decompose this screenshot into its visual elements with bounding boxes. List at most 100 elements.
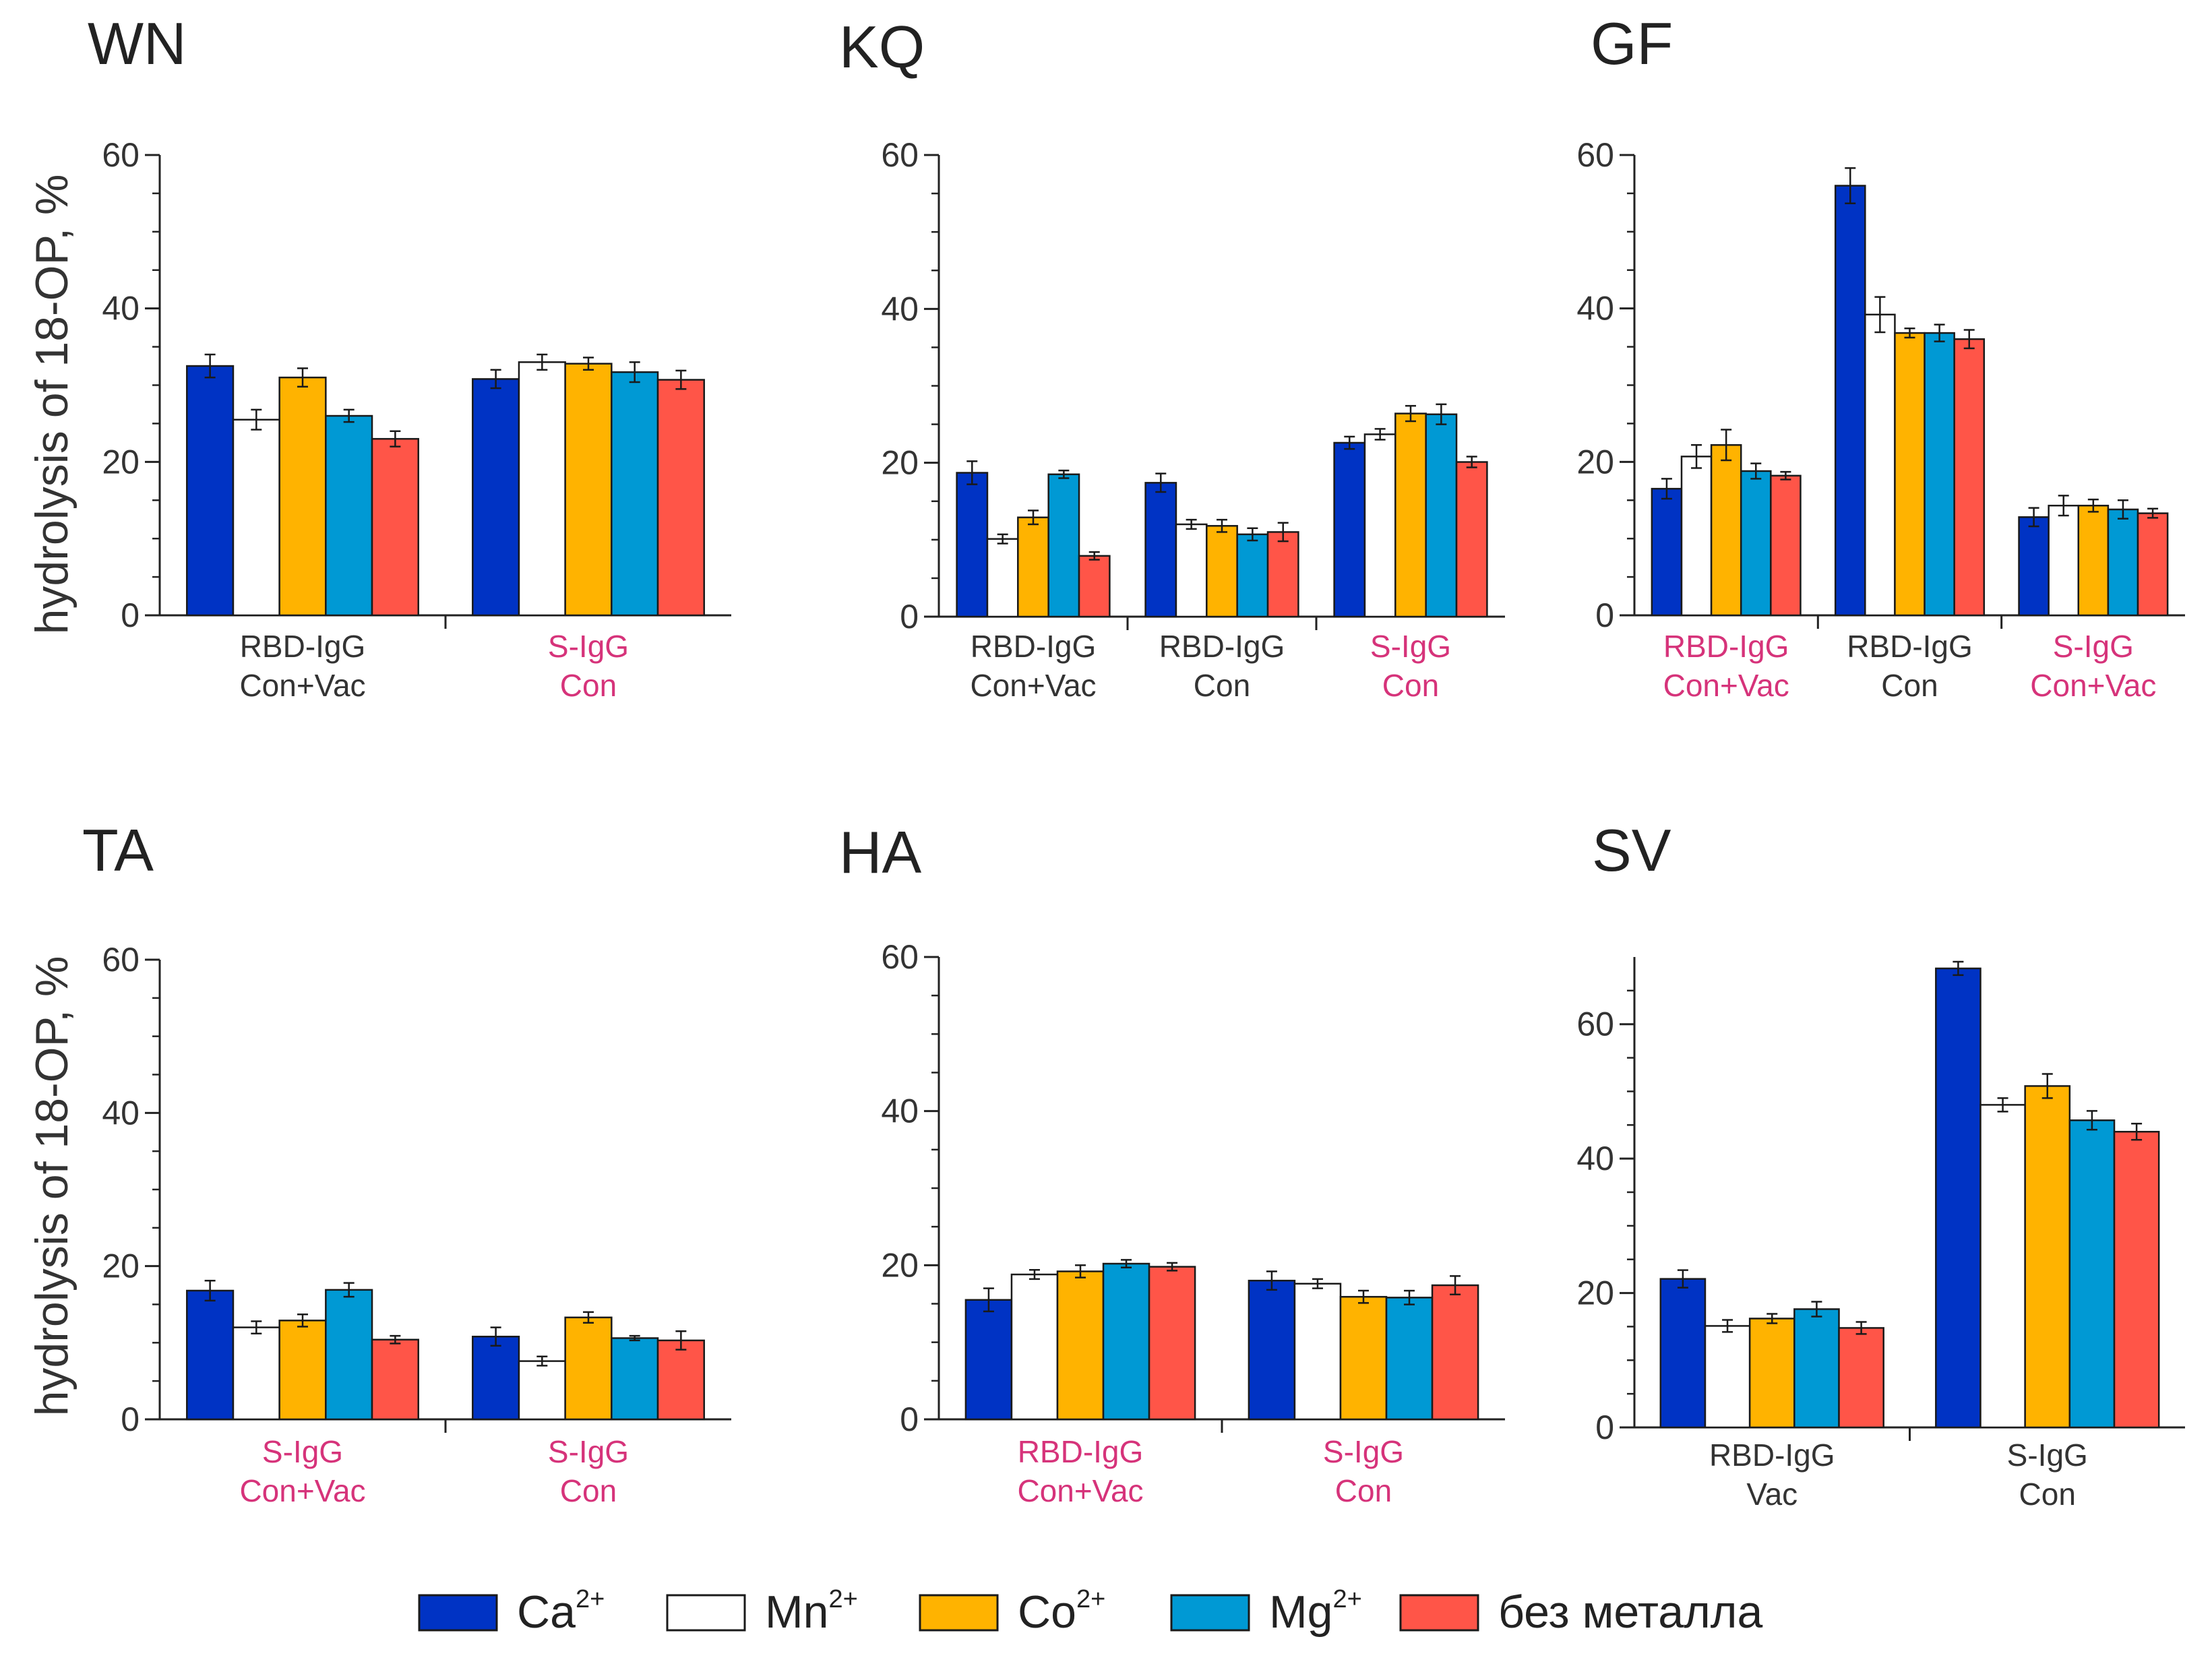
legend-item-mg: Mg2+ <box>1170 1585 1362 1638</box>
legend-label: без металла <box>1498 1586 1762 1638</box>
x-category-label: Con <box>560 668 617 703</box>
y-tick-label: 40 <box>881 290 919 328</box>
bar-none <box>371 1338 419 1421</box>
bar-mn <box>1704 1325 1751 1429</box>
y-tick-label: 20 <box>881 444 919 482</box>
bar-none <box>1266 531 1299 618</box>
panel-title: GF <box>1591 10 1673 77</box>
legend-item-none: без металла <box>1399 1586 1762 1638</box>
panel-ta: TA hydrolysis of 18-OP, % 0 20 40 60 S-IgG Con+… <box>26 817 731 1508</box>
bar-mg <box>1236 533 1269 618</box>
panel-ha: HA 0 20 40 60 RBD-IgG Con+Vac S-IgG Con <box>839 819 1505 1508</box>
x-category-label: S-IgG <box>262 1434 343 1469</box>
bar-mn <box>232 1326 280 1421</box>
y-tick-label: 0 <box>900 598 919 636</box>
x-category-label: RBD-IgG <box>1159 629 1285 664</box>
bar-co <box>564 363 613 617</box>
x-category-label: RBD-IgG <box>1847 629 1973 664</box>
legend-superscript: 2+ <box>576 1585 605 1613</box>
bar-none <box>1838 1327 1884 1429</box>
x-category-label: Con+Vac <box>1663 668 1789 703</box>
panel-title: KQ <box>839 13 925 80</box>
panel-kq: KQ 0 20 40 60 RBD-IgG Con+Vac RBD-IgG Con S-IgG Co… <box>839 13 1505 703</box>
x-category-label: Con <box>560 1473 617 1508</box>
x-category-label: S-IgG <box>1370 629 1451 664</box>
bar-mg <box>1924 332 1955 617</box>
bar-none <box>2137 512 2169 617</box>
bar-co <box>564 1316 613 1421</box>
bar-mn <box>1010 1273 1059 1421</box>
bar-mg <box>325 1289 373 1421</box>
bar-ca <box>1248 1279 1296 1421</box>
bar-none <box>1770 474 1802 617</box>
bar-none <box>1431 1284 1479 1421</box>
y-tick-label: 40 <box>1576 1140 1614 1177</box>
legend-swatch <box>1170 1594 1250 1632</box>
x-category-label: Con+Vac <box>2030 668 2156 703</box>
y-tick-label: 20 <box>102 1247 140 1285</box>
legend-superscript: 2+ <box>1332 1585 1361 1613</box>
x-category-label: S-IgG <box>548 1434 629 1469</box>
bar-mg <box>2068 1119 2116 1429</box>
x-category-label: Con <box>1382 668 1439 703</box>
bar-mg <box>2107 508 2139 617</box>
bar-co <box>1017 516 1049 618</box>
bar-mg <box>1793 1308 1840 1429</box>
x-category-label: S-IgG <box>2053 629 2134 664</box>
y-tick-label: 20 <box>881 1246 919 1284</box>
legend-label: Mg2+ <box>1269 1585 1362 1638</box>
legend-swatch <box>919 1594 999 1632</box>
bar-none <box>1455 461 1488 618</box>
legend-superscript: 2+ <box>828 1585 857 1613</box>
panel-title: HA <box>839 819 922 886</box>
x-category-label: S-IgG <box>548 629 629 664</box>
x-category-label: Vac <box>1746 1477 1798 1512</box>
y-tick-label: 40 <box>881 1092 919 1130</box>
legend-item-mn: Mn2+ <box>666 1585 858 1638</box>
bar-mg <box>1740 470 1772 617</box>
legend-superscript: 2+ <box>1076 1585 1105 1613</box>
x-category-label: Con <box>1881 668 1938 703</box>
x-category-label: Con <box>1335 1473 1392 1508</box>
bar-none <box>1078 555 1111 618</box>
bar-co <box>1056 1270 1105 1421</box>
legend-item-ca: Ca2+ <box>418 1585 605 1638</box>
y-tick-label: 0 <box>900 1400 919 1438</box>
bar-co <box>278 376 327 617</box>
bar-mn <box>1864 313 1896 617</box>
bar-none <box>1953 338 1986 617</box>
x-category-label: Con+Vac <box>239 668 365 703</box>
x-category-label: Con <box>1194 668 1250 703</box>
bar-mn <box>2048 504 2080 617</box>
bar-mn <box>1363 433 1396 618</box>
x-category-label: RBD-IgG <box>1663 629 1789 664</box>
x-category-label: Con+Vac <box>1017 1473 1143 1508</box>
bar-mn <box>518 361 566 617</box>
bar-mn <box>518 1360 566 1421</box>
bar-co <box>1748 1318 1795 1429</box>
y-tick-label: 60 <box>881 938 919 976</box>
x-category-label: RBD-IgG <box>1018 1434 1144 1469</box>
panel-title: WN <box>88 10 187 77</box>
bar-mg <box>1102 1262 1150 1421</box>
bar-mg <box>1385 1297 1434 1421</box>
bar-ca <box>1935 967 1981 1429</box>
panel-title: SV <box>1592 817 1671 884</box>
x-category-label: S-IgG <box>2007 1438 2088 1473</box>
legend-label: Co2+ <box>1018 1585 1105 1638</box>
y-tick-label: 40 <box>102 1094 140 1132</box>
y-tick-label: 60 <box>881 136 919 174</box>
x-category-label: S-IgG <box>1323 1434 1404 1469</box>
x-category-label: Con+Vac <box>970 668 1096 703</box>
y-tick-label: 0 <box>1595 1409 1614 1446</box>
y-tick-label: 40 <box>102 290 140 328</box>
legend-swatch <box>1399 1594 1479 1632</box>
y-axis-label: hydrolysis of 18-OP, % <box>26 956 78 1417</box>
y-tick-label: 0 <box>1595 596 1614 634</box>
chart-panels: WN hydrolysis of 18-OP, % 0 20 40 60 RBD-IgG Co… <box>26 10 2185 1512</box>
y-tick-label: 20 <box>1576 1274 1614 1312</box>
bar-ca <box>964 1299 1013 1421</box>
x-category-label: Con <box>2019 1477 2076 1512</box>
y-tick-label: 60 <box>102 941 140 979</box>
